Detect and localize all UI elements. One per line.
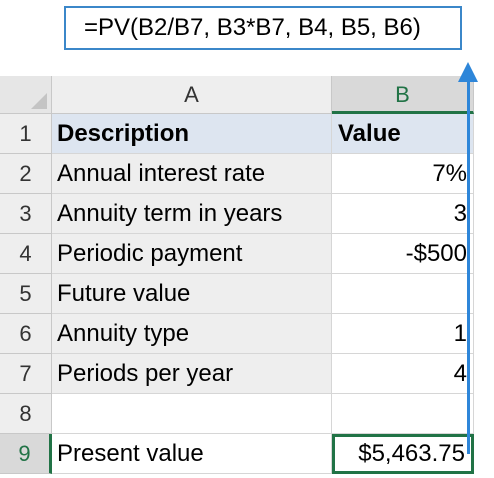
pointer-arrow-line	[467, 80, 470, 454]
formula-bar[interactable]: =PV(B2/B7, B3*B7, B4, B5, B6)	[64, 6, 462, 50]
cell-a9[interactable]: Present value	[52, 434, 332, 474]
cell-b2[interactable]: 7%	[332, 154, 474, 194]
cell-b4[interactable]: -$500	[332, 234, 474, 274]
row-header[interactable]: 3	[0, 194, 52, 234]
cell-a3[interactable]: Annuity term in years	[52, 194, 332, 234]
row-header[interactable]: 1	[0, 114, 52, 154]
table-row: 6 Annuity type 1	[0, 314, 494, 354]
cell-b3[interactable]: 3	[332, 194, 474, 234]
row-header[interactable]: 5	[0, 274, 52, 314]
cell-a8[interactable]	[52, 394, 332, 434]
select-all-corner[interactable]	[0, 76, 52, 114]
table-row: 5 Future value	[0, 274, 494, 314]
cell-a4[interactable]: Periodic payment	[52, 234, 332, 274]
cell-b7[interactable]: 4	[332, 354, 474, 394]
row-header[interactable]: 4	[0, 234, 52, 274]
row-header-selected[interactable]: 9	[0, 434, 52, 474]
table-row: 2 Annual interest rate 7%	[0, 154, 494, 194]
table-row: 9 Present value $5,463.75	[0, 434, 494, 474]
table-row: 7 Periods per year 4	[0, 354, 494, 394]
cell-a6[interactable]: Annuity type	[52, 314, 332, 354]
spreadsheet-grid: A B 1 Description Value 2 Annual interes…	[0, 76, 494, 478]
table-row: 1 Description Value	[0, 114, 494, 154]
cell-a1[interactable]: Description	[52, 114, 332, 154]
cell-b6[interactable]: 1	[332, 314, 474, 354]
cell-a2[interactable]: Annual interest rate	[52, 154, 332, 194]
column-header-a[interactable]: A	[52, 76, 332, 114]
column-header-b[interactable]: B	[332, 76, 474, 114]
row-header[interactable]: 7	[0, 354, 52, 394]
row-header[interactable]: 2	[0, 154, 52, 194]
formula-text: =PV(B2/B7, B3*B7, B4, B5, B6)	[84, 14, 421, 41]
cell-b9-selected[interactable]: $5,463.75	[332, 434, 474, 474]
table-row: 3 Annuity term in years 3	[0, 194, 494, 234]
arrow-up-icon	[458, 62, 478, 82]
table-row: 8	[0, 394, 494, 434]
cell-a5[interactable]: Future value	[52, 274, 332, 314]
cell-b8[interactable]	[332, 394, 474, 434]
cell-b1[interactable]: Value	[332, 114, 474, 154]
row-header[interactable]: 6	[0, 314, 52, 354]
select-all-triangle-icon	[31, 93, 47, 109]
cell-b5[interactable]	[332, 274, 474, 314]
row-header[interactable]: 8	[0, 394, 52, 434]
cell-a7[interactable]: Periods per year	[52, 354, 332, 394]
table-row: 4 Periodic payment -$500	[0, 234, 494, 274]
